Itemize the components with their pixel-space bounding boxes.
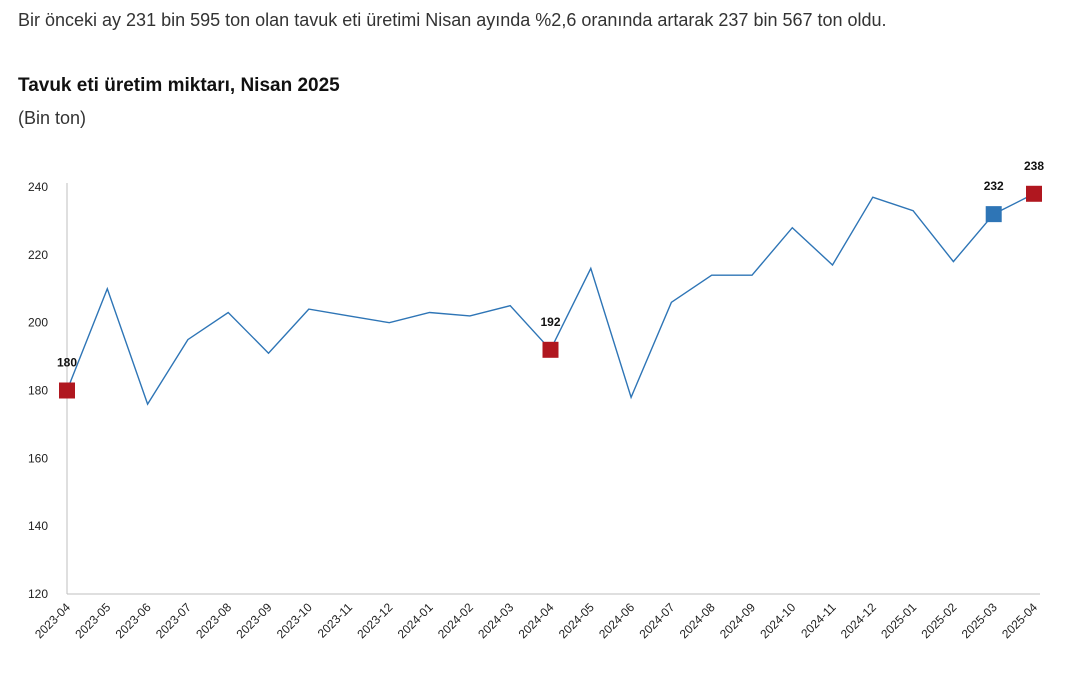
x-tick-label: 2024-10 (757, 600, 798, 641)
data-label: 192 (540, 315, 560, 329)
series-line (66, 193, 1035, 406)
x-tick-label: 2025-01 (878, 600, 919, 641)
x-tick-label: 2024-04 (516, 600, 557, 641)
x-axis-ticks: 2023-04 2023-05 2023-06 2023-07 2023-08 2023-… (32, 600, 1040, 641)
data-label: 232 (984, 179, 1004, 193)
x-tick-label: 2024-08 (677, 600, 718, 641)
data-marker (59, 382, 75, 399)
x-tick-label: 2025-03 (959, 600, 1000, 641)
x-tick-label: 2024-12 (838, 600, 879, 641)
chart-title: Tavuk eti üretim miktarı, Nisan 2025 (18, 75, 340, 96)
y-tick-label: 160 (28, 451, 48, 465)
chart-axes (66, 183, 1040, 595)
chart-subtitle: (Bin ton) (18, 108, 87, 128)
data-label: 180 (57, 356, 77, 370)
x-tick-label: 2023-04 (32, 600, 73, 641)
x-tick-label: 2024-01 (395, 600, 436, 641)
x-tick-label: 2024-06 (596, 600, 637, 641)
x-tick-label: 2024-09 (717, 600, 758, 641)
x-tick-label: 2023-08 (193, 600, 234, 641)
y-tick-label: 240 (28, 180, 48, 194)
x-tick-label: 2024-07 (636, 600, 677, 641)
y-tick-label: 180 (28, 384, 48, 398)
y-axis-ticks: 120 140 160 180 200 220 240 (28, 180, 48, 601)
x-tick-label: 2023-12 (354, 600, 395, 641)
y-tick-label: 220 (28, 248, 48, 262)
data-marker (542, 341, 559, 358)
y-tick-label: 200 (28, 316, 48, 330)
y-tick-label: 120 (28, 587, 48, 601)
x-tick-label: 2023-07 (153, 600, 194, 641)
data-marker (1026, 185, 1042, 202)
x-tick-label: 2025-04 (999, 600, 1040, 641)
x-tick-label: 2024-03 (475, 600, 516, 641)
x-tick-label: 2023-05 (72, 600, 113, 641)
markers-group: 180 192 232 238 (57, 159, 1044, 399)
x-tick-label: 2023-06 (113, 600, 154, 641)
x-tick-label: 2024-02 (435, 600, 476, 641)
x-tick-label: 2024-05 (556, 600, 597, 641)
x-tick-label: 2024-11 (798, 600, 839, 641)
data-marker (985, 206, 1002, 223)
x-tick-label: 2023-11 (315, 600, 356, 641)
series-line-group (66, 193, 1035, 406)
x-tick-label: 2023-09 (234, 600, 275, 641)
y-tick-label: 140 (28, 519, 48, 533)
intro-text: Bir önceki ay 231 bin 595 ton olan tavuk… (18, 10, 887, 30)
data-label: 238 (1024, 159, 1044, 173)
x-tick-label: 2025-02 (918, 600, 959, 641)
x-tick-label: 2023-10 (274, 600, 315, 641)
